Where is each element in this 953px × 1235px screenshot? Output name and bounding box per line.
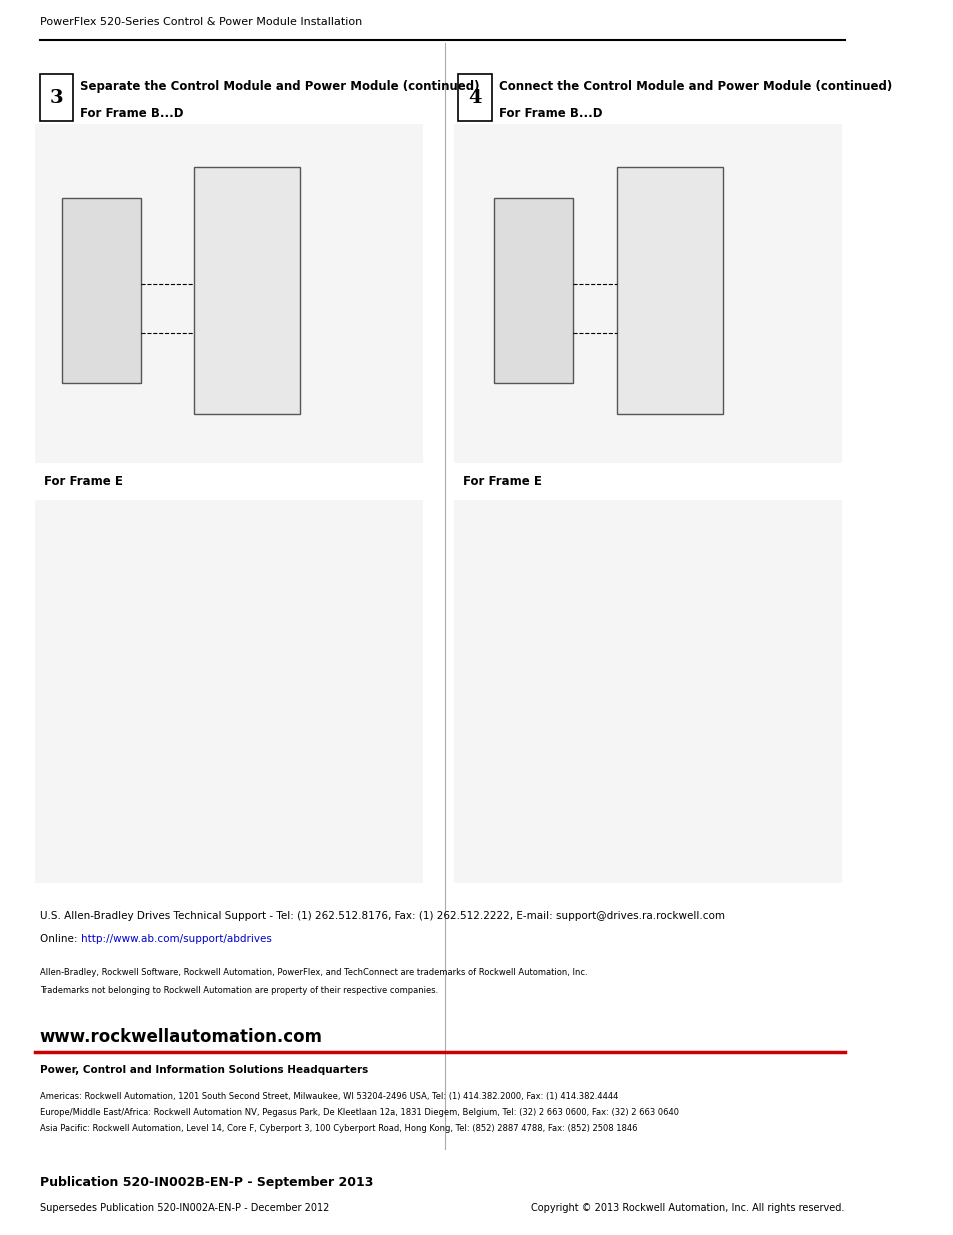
Text: PowerFlex 520-Series Control & Power Module Installation: PowerFlex 520-Series Control & Power Mod… <box>40 17 361 27</box>
Bar <box>35 124 423 463</box>
Text: http://www.ab.com/support/abdrives: http://www.ab.com/support/abdrives <box>81 934 272 944</box>
Text: Copyright © 2013 Rockwell Automation, Inc. All rights reserved.: Copyright © 2013 Rockwell Automation, In… <box>531 1203 843 1213</box>
Text: Allen-Bradley, Rockwell Software, Rockwell Automation, PowerFlex, and TechConnec: Allen-Bradley, Rockwell Software, Rockwe… <box>40 968 587 977</box>
Bar <box>494 198 573 383</box>
Text: Supersedes Publication 520-IN002A-EN-P - December 2012: Supersedes Publication 520-IN002A-EN-P -… <box>40 1203 329 1213</box>
Text: For Frame E: For Frame E <box>462 475 541 489</box>
Text: Separate the Control Module and Power Module (continued): Separate the Control Module and Power Mo… <box>80 80 479 94</box>
Text: For Frame E: For Frame E <box>44 475 123 489</box>
Text: 4: 4 <box>468 89 481 106</box>
Text: 3: 3 <box>50 89 63 106</box>
Text: For Frame B...D: For Frame B...D <box>498 107 602 121</box>
Text: For Frame B...D: For Frame B...D <box>80 107 184 121</box>
Text: U.S. Allen-Bradley Drives Technical Support - Tel: (1) 262.512.8176, Fax: (1) 26: U.S. Allen-Bradley Drives Technical Supp… <box>40 911 724 921</box>
Bar <box>454 124 841 463</box>
Text: Trademarks not belonging to Rockwell Automation are property of their respective: Trademarks not belonging to Rockwell Aut… <box>40 986 437 994</box>
Bar <box>62 198 141 383</box>
Text: Online:: Online: <box>40 934 80 944</box>
Bar <box>458 74 492 121</box>
Text: www.rockwellautomation.com: www.rockwellautomation.com <box>40 1028 322 1046</box>
Bar <box>35 500 423 883</box>
Bar <box>40 74 73 121</box>
Text: Europe/Middle East/Africa: Rockwell Automation NV, Pegasus Park, De Kleetlaan 12: Europe/Middle East/Africa: Rockwell Auto… <box>40 1108 678 1116</box>
Text: Power, Control and Information Solutions Headquarters: Power, Control and Information Solutions… <box>40 1065 368 1074</box>
Text: Americas: Rockwell Automation, 1201 South Second Street, Milwaukee, WI 53204-249: Americas: Rockwell Automation, 1201 Sout… <box>40 1092 618 1100</box>
Text: Publication 520-IN002B-EN-P - September 2013: Publication 520-IN002B-EN-P - September … <box>40 1176 373 1189</box>
Text: Asia Pacific: Rockwell Automation, Level 14, Core F, Cyberport 3, 100 Cyberport : Asia Pacific: Rockwell Automation, Level… <box>40 1124 637 1132</box>
Text: Connect the Control Module and Power Module (continued): Connect the Control Module and Power Mod… <box>498 80 891 94</box>
Bar <box>617 167 722 414</box>
Bar <box>193 167 299 414</box>
Bar <box>454 500 841 883</box>
